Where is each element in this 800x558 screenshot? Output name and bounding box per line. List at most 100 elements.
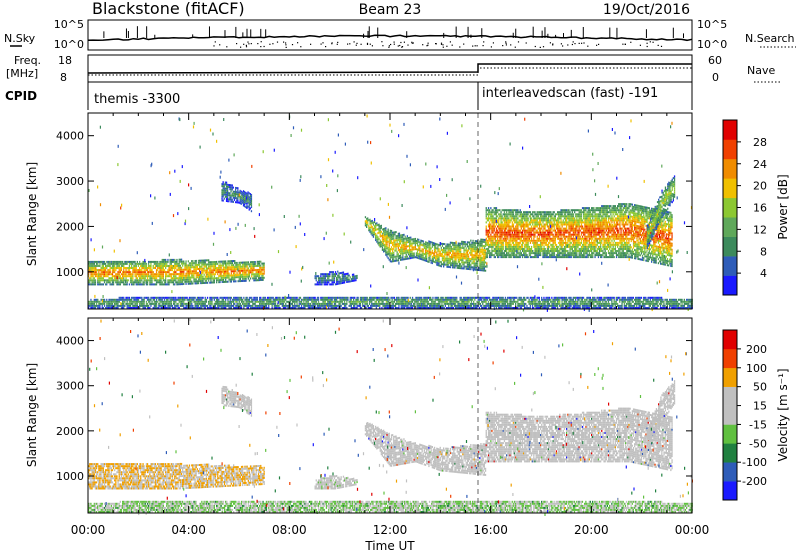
scatter-cell: [534, 250, 535, 252]
scatter-cell: [573, 242, 574, 244]
scatter-cell: [441, 261, 442, 263]
scatter-cell: [208, 261, 209, 263]
scatter-cell: [586, 211, 587, 213]
scatter-cell: [117, 271, 118, 273]
scatter-cell: [247, 265, 248, 267]
scatter-cell: [558, 246, 559, 248]
scatter-cell: [414, 240, 415, 242]
scatter-cell: [540, 254, 541, 256]
scatter-cell: [153, 265, 154, 267]
scatter-cell: [521, 217, 522, 219]
scatter-cell: [241, 197, 242, 199]
scatter-cell: [208, 259, 209, 261]
scatter-cell: [341, 280, 342, 282]
scatter-cell: [260, 265, 261, 267]
scatter-cell: [459, 249, 460, 251]
scatter-cell: [540, 252, 541, 254]
scatter-cell: [372, 234, 373, 236]
scatter-cell: [476, 240, 477, 242]
scatter-cell: [205, 280, 206, 282]
scatter-cell: [556, 250, 557, 252]
scatter-cell: [138, 283, 139, 285]
scatter-cell: [144, 283, 145, 285]
scatter-cell: [197, 264, 198, 266]
scatter-cell: [563, 228, 564, 230]
scatter-cell: [140, 281, 141, 283]
scatter-cell: [467, 243, 468, 245]
freq-unit-label: [MHz]: [6, 67, 38, 80]
scatter-cell: [580, 219, 581, 221]
scatter-cell: [208, 267, 209, 269]
scatter-cell: [237, 193, 238, 195]
scatter-cell: [165, 281, 166, 283]
scatter-cell: [583, 207, 584, 209]
scatter-cell: [580, 226, 581, 228]
scatter-cell: [590, 254, 591, 256]
scatter-cell: [174, 259, 175, 261]
scatter-cell: [489, 209, 490, 211]
scatter-cell: [120, 271, 121, 273]
scatter-cell: [556, 246, 557, 248]
scatter-cell: [566, 256, 567, 258]
scatter-cell: [522, 232, 523, 234]
scatter-cell: [585, 209, 586, 211]
scatter-cell: [110, 267, 111, 269]
scatter-cell: [124, 283, 125, 285]
scatter-cell: [222, 271, 223, 273]
nsearch-dot: [240, 47, 241, 48]
nsearch-dot: [441, 44, 442, 45]
scatter-cell: [554, 221, 555, 223]
scatter-cell: [537, 236, 538, 238]
scatter-cell: [480, 239, 481, 241]
scatter-cell: [148, 265, 149, 267]
scatter-cell: [163, 271, 164, 273]
scatter-cell: [124, 261, 125, 263]
scatter-cell: [222, 265, 223, 267]
scatter-cell: [132, 279, 133, 281]
scatter-cell: [99, 277, 100, 279]
scatter-cell: [496, 246, 497, 248]
scatter-cell: [459, 253, 460, 255]
scatter-cell: [397, 245, 398, 247]
scatter-cell: [89, 279, 90, 281]
scatter-cell: [247, 261, 248, 263]
scatter-cell: [334, 279, 335, 281]
scatter-cell: [560, 236, 561, 238]
scatter-cell: [241, 199, 242, 201]
scatter-cell: [538, 244, 539, 246]
scatter-cell: [418, 239, 419, 241]
scatter-cell: [506, 242, 507, 244]
scatter-cell: [164, 269, 165, 271]
scatter-cell: [590, 232, 591, 234]
scatter-cell: [563, 244, 564, 246]
scatter-cell: [517, 234, 518, 236]
scatter-cell: [489, 221, 490, 223]
scatter-cell: [496, 236, 497, 238]
scatter-cell: [250, 263, 251, 265]
nsearch-dot: [332, 42, 333, 43]
scatter-cell: [489, 211, 490, 213]
scatter-cell: [562, 238, 563, 240]
scatter-cell: [221, 267, 222, 269]
scatter-cell: [93, 261, 94, 263]
scatter-cell: [335, 271, 336, 273]
scatter-cell: [93, 279, 94, 281]
scatter-cell: [563, 209, 564, 211]
scatter-cell: [506, 252, 507, 254]
nsearch-dot: [630, 42, 631, 43]
scatter-cell: [538, 254, 539, 256]
scatter-cell: [210, 280, 211, 282]
scatter-cell: [580, 252, 581, 254]
scatter-cell: [459, 259, 460, 261]
scatter-cell: [393, 248, 394, 250]
scatter-cell: [474, 260, 475, 262]
scatter-cell: [226, 182, 227, 184]
scatter-cell: [528, 234, 529, 236]
scatter-cell: [514, 252, 515, 254]
scatter-cell: [499, 242, 500, 244]
nsearch-dot: [493, 42, 494, 43]
scatter-cell: [319, 283, 320, 285]
scatter-cell: [466, 243, 467, 245]
scatter-cell: [499, 209, 500, 211]
scatter-cell: [569, 250, 570, 252]
